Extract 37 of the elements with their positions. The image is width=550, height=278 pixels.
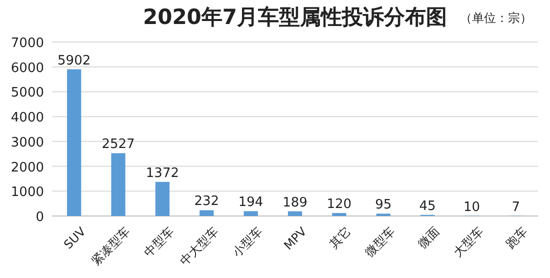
bar [155,182,170,216]
x-tick-label: 中大型车 [177,224,221,268]
x-tick-label: 跑车 [503,224,530,252]
x-tick-label: 其它 [326,224,354,252]
y-tick-label: 4000 [10,110,44,126]
bar [332,213,346,216]
data-label: 1372 [146,166,179,181]
y-tick-label: 7000 [10,36,44,51]
x-tick-label: 紧凑型车 [88,224,133,268]
x-tick-label: 小型车 [230,224,266,260]
data-label: 189 [282,195,308,210]
y-tick-label: 1000 [10,185,44,200]
bar [111,153,126,216]
chart-subtitle: （单位：宗） [460,11,532,25]
data-label: 2527 [102,137,135,152]
y-tick-label: 5000 [10,86,44,101]
bar [67,69,82,216]
data-label: 7 [512,200,520,215]
x-tick-label: 微型车 [362,224,398,260]
data-label: 232 [194,194,220,210]
x-tick-label: 微面 [415,224,442,252]
bar [288,211,302,216]
y-tick-label: 6000 [10,60,44,76]
data-label: 10 [463,200,480,215]
data-label: 194 [238,195,264,210]
data-label: 5902 [58,53,91,68]
y-tick-label: 0 [36,210,44,225]
x-tick-label: 中型车 [141,224,177,260]
bar [200,210,214,216]
chart-title: 2020年7月车型属性投诉分布图 [142,5,448,29]
y-tick-label: 2000 [10,160,44,176]
bar [244,211,258,216]
data-label: 45 [419,198,436,214]
y-tick-label: 3000 [10,135,44,150]
x-tick-label: 大型车 [450,224,486,260]
data-label: 95 [375,198,392,213]
data-label: 120 [326,197,352,212]
